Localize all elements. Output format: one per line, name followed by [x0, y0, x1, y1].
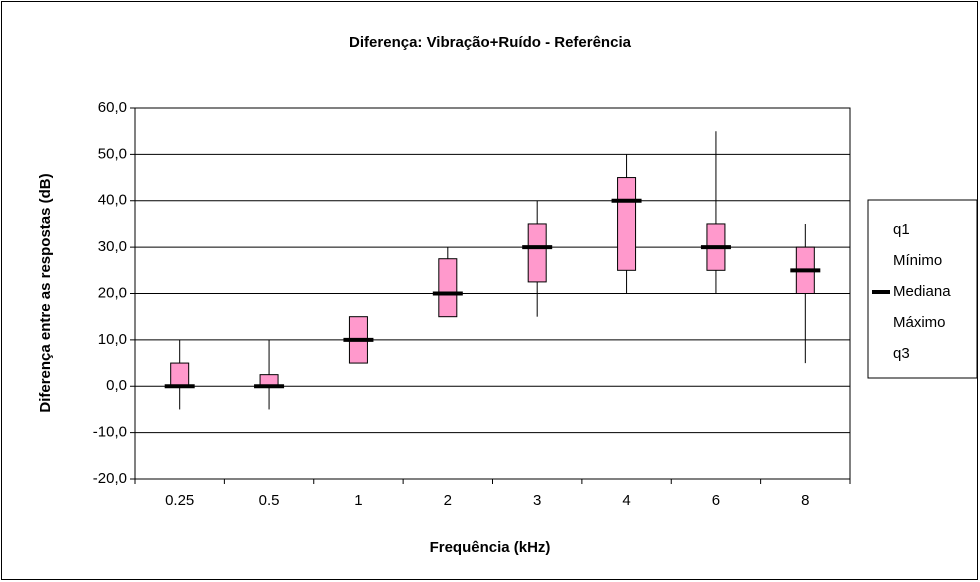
x-tick-label: 3 [533, 492, 541, 509]
y-tick-label: 0,0 [106, 377, 127, 394]
x-axis-label: Frequência (kHz) [430, 539, 551, 556]
y-axis-label: Diferença entre as respostas (dB) [37, 173, 54, 412]
y-tick-label: 10,0 [98, 331, 127, 348]
legend-label: Mínimo [893, 252, 942, 269]
x-tick-label: 0.5 [259, 492, 280, 509]
x-tick-label: 2 [444, 492, 452, 509]
legend [867, 199, 978, 379]
y-tick-label: 50,0 [98, 145, 127, 162]
legend-label: q3 [893, 345, 910, 362]
x-tick-label: 1 [354, 492, 362, 509]
box [617, 177, 637, 271]
y-tick-label: 20,0 [98, 284, 127, 301]
x-tick-label: 4 [622, 492, 630, 509]
y-tick-label: -10,0 [93, 424, 127, 441]
legend-label: Máximo [893, 314, 946, 331]
legend-label: q1 [893, 221, 910, 238]
y-tick-label: -20,0 [93, 470, 127, 487]
box [527, 223, 547, 283]
box [438, 258, 458, 318]
y-tick-label: 40,0 [98, 192, 127, 209]
x-tick-label: 8 [801, 492, 809, 509]
legend-label: Mediana [893, 283, 951, 300]
chart-title: Diferença: Vibração+Ruído - Referência [349, 34, 632, 51]
box [170, 362, 190, 387]
x-tick-label: 6 [712, 492, 720, 509]
y-tick-label: 60,0 [98, 99, 127, 116]
x-tick-label: 0.25 [165, 492, 194, 509]
y-tick-label: 30,0 [98, 238, 127, 255]
